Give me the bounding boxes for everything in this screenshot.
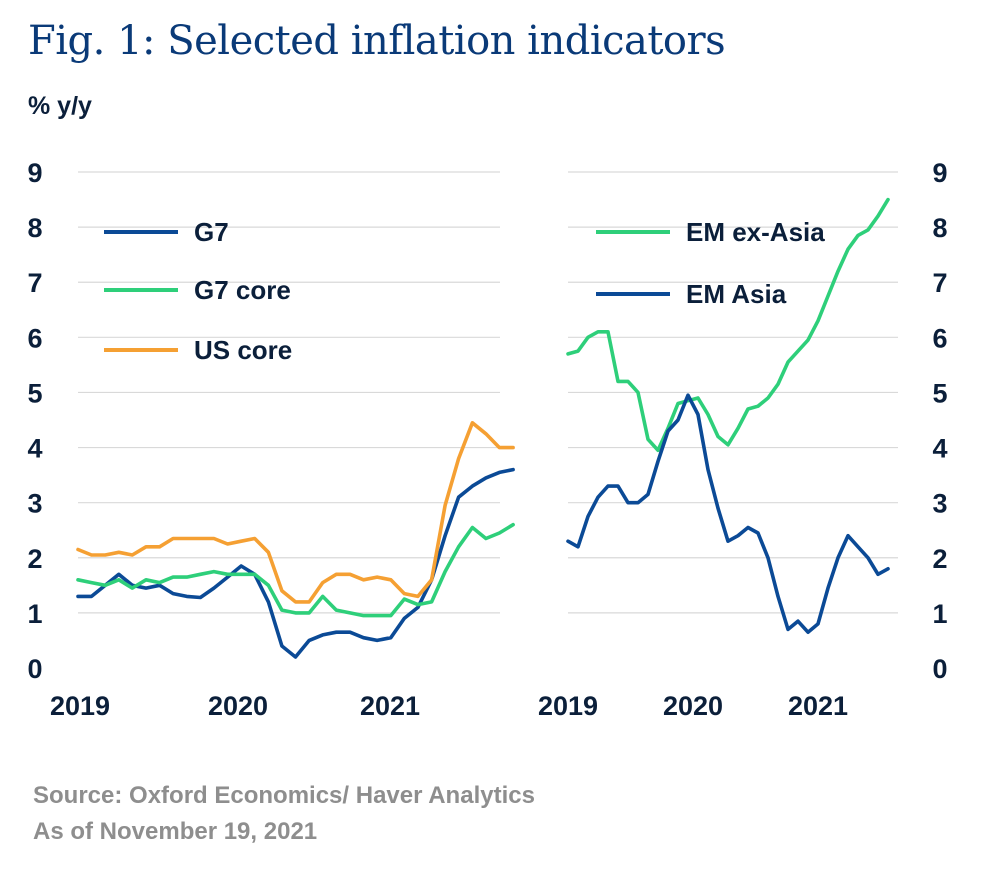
left-panel: 0 1 2 3 4 5 6 7 8 9 2019 2020 2021 G7 G7 core US core xyxy=(27,158,515,721)
left-y-tick-label: 1 xyxy=(27,599,42,629)
left-x-tick-label: 2021 xyxy=(360,691,420,721)
right-x-tick-label: 2021 xyxy=(788,691,848,721)
legend-label: EM Asia xyxy=(686,279,787,309)
right-y-tick-label: 8 xyxy=(932,213,947,243)
right-y-tick-label: 3 xyxy=(932,489,947,519)
right-y-tick-label: 4 xyxy=(932,434,947,464)
right-y-tick-label: 6 xyxy=(932,323,947,353)
right-y-tick-label: 0 xyxy=(932,654,947,684)
source-note: Source: Oxford Economics/ Haver Analytic… xyxy=(33,782,535,809)
chart-title: Fig. 1: Selected inflation indicators xyxy=(28,18,726,64)
series-line-em-asia xyxy=(566,393,890,634)
right-y-tick-label: 1 xyxy=(932,599,947,629)
right-y-tick-label: 7 xyxy=(932,268,947,298)
series-line-us-core xyxy=(76,421,515,604)
as-of-date: As of November 19, 2021 xyxy=(33,818,318,845)
left-y-tick-label: 9 xyxy=(27,158,42,188)
left-y-tick-label: 2 xyxy=(27,544,42,574)
right-panel: 0 1 2 3 4 5 6 7 8 9 2019 2020 2021 EM ex-Asia EM Asia xyxy=(538,158,948,721)
left-y-tick-label: 7 xyxy=(27,268,42,298)
right-y-tick-label: 5 xyxy=(932,378,947,408)
series-line-em-ex-asia xyxy=(566,197,890,453)
left-y-tick-label: 5 xyxy=(27,378,42,408)
right-y-tick-label: 9 xyxy=(932,158,947,188)
series-line-g7-core xyxy=(76,522,515,618)
unit-label: % y/y xyxy=(28,92,92,120)
legend-label: G7 core xyxy=(194,275,291,305)
legend-label: EM ex-Asia xyxy=(686,217,825,247)
right-x-tick-label: 2020 xyxy=(663,691,723,721)
legend-label: G7 xyxy=(194,217,229,247)
right-y-tick-label: 2 xyxy=(932,544,947,574)
left-y-tick-label: 6 xyxy=(27,323,42,353)
left-x-tick-label: 2020 xyxy=(208,691,268,721)
left-x-tick-label: 2019 xyxy=(50,691,110,721)
right-x-tick-label: 2019 xyxy=(538,691,598,721)
left-y-tick-label: 3 xyxy=(27,489,42,519)
left-y-tick-label: 4 xyxy=(27,434,42,464)
legend-label: US core xyxy=(194,335,292,365)
left-y-tick-label: 8 xyxy=(27,213,42,243)
left-y-tick-label: 0 xyxy=(27,654,42,684)
series-line-g7 xyxy=(76,467,515,659)
